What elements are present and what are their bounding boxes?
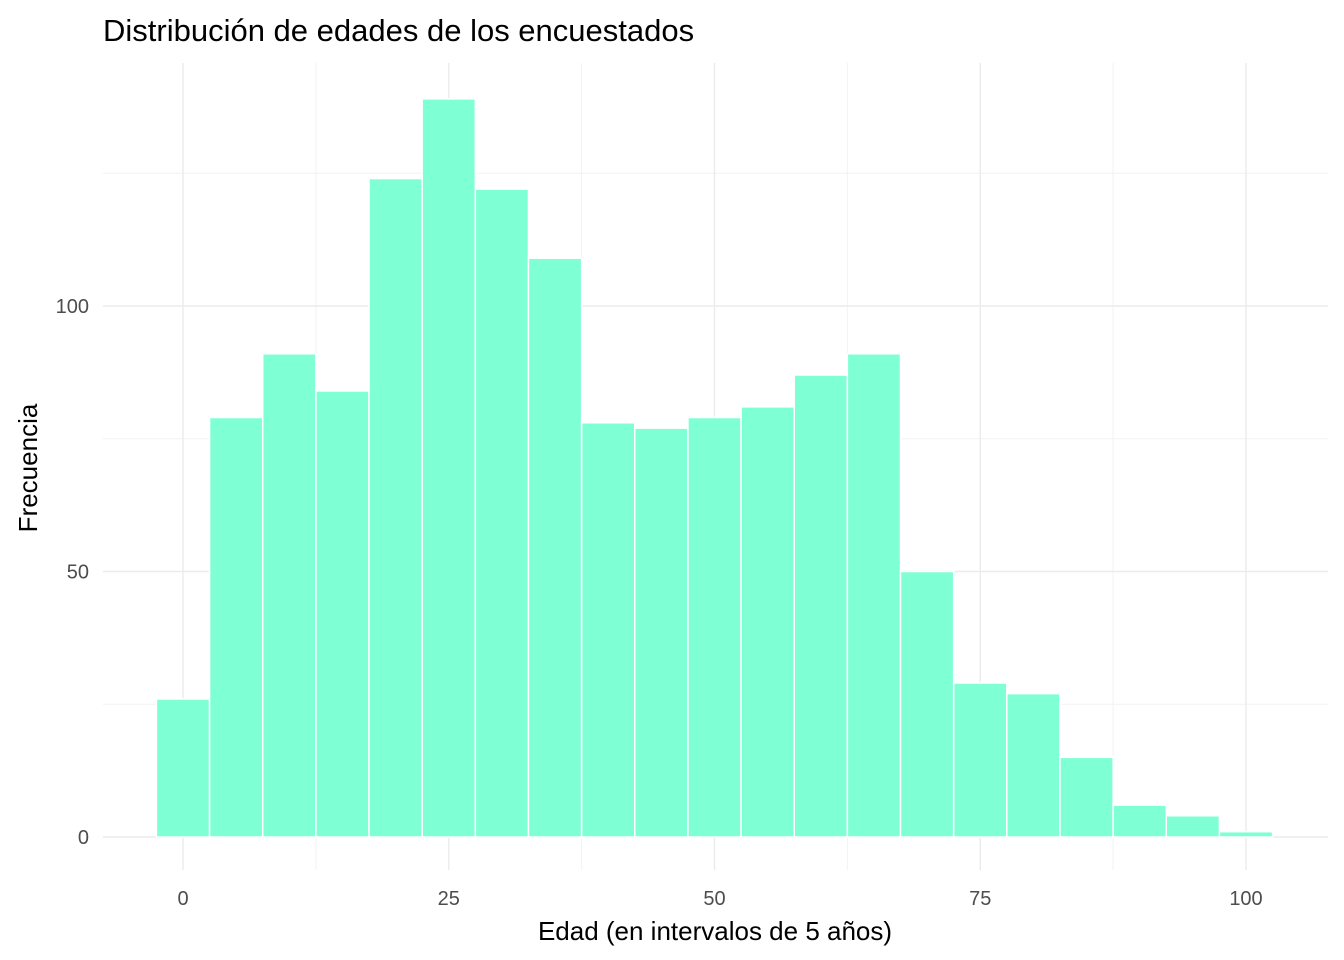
histogram-bar [1006,692,1061,838]
histogram-bar [315,390,370,838]
histogram-bar [421,98,477,838]
histogram-bar [368,177,423,838]
histogram-bar [846,353,902,838]
histogram-bar [1165,815,1221,838]
histogram-bar [740,406,795,838]
histogram-bar [634,427,689,838]
histogram-bar [1059,756,1114,838]
x-tick-label: 0 [177,888,188,910]
histogram-bar [155,698,211,838]
histogram-bar [208,416,264,838]
x-tick-label: 25 [438,888,460,910]
y-tick-label: 100 [56,296,89,318]
chart-title: Distribución de edades de los encuestado… [103,13,694,48]
tick-labels: 0 25 50 75 100 0 50 100 [56,296,1263,910]
histogram-bar [474,188,530,838]
x-axis-title: Edad (en intervalos de 5 años) [538,916,892,946]
y-tick-label: 50 [67,562,89,584]
histogram-bar [793,374,849,838]
bars [155,98,1274,838]
histogram-bar [1112,804,1168,838]
histogram-bar [687,416,742,838]
histogram-bar [952,682,1008,838]
histogram-bar [261,353,317,838]
histogram-bar [899,570,955,838]
x-tick-label: 50 [703,888,725,910]
histogram-bar [580,422,636,838]
x-tick-label: 100 [1229,888,1262,910]
x-tick-label: 75 [969,888,991,910]
y-tick-label: 0 [78,827,89,849]
histogram-bar [1218,830,1274,838]
y-axis-title: Frecuencia [13,403,43,532]
histogram-bar [527,257,583,838]
